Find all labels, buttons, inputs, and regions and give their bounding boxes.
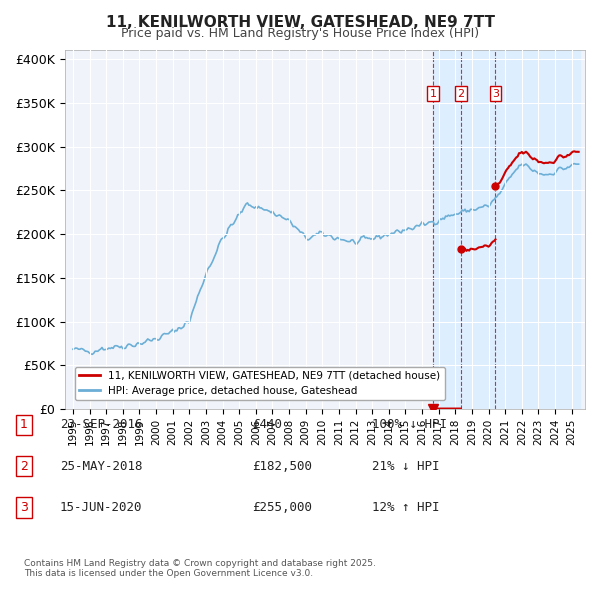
Text: 23-SEP-2016: 23-SEP-2016 [60, 418, 143, 431]
Text: 2: 2 [457, 88, 464, 99]
Text: 12% ↑ HPI: 12% ↑ HPI [372, 501, 439, 514]
Text: 100% ↓ HPI: 100% ↓ HPI [372, 418, 447, 431]
Text: 1: 1 [430, 88, 437, 99]
Text: 2: 2 [20, 460, 28, 473]
Text: 3: 3 [492, 88, 499, 99]
Text: £255,000: £255,000 [252, 501, 312, 514]
Text: 25-MAY-2018: 25-MAY-2018 [60, 460, 143, 473]
Bar [433, 50, 580, 409]
Legend: 11, KENILWORTH VIEW, GATESHEAD, NE9 7TT (detached house), HPI: Average price, de: 11, KENILWORTH VIEW, GATESHEAD, NE9 7TT … [75, 366, 445, 400]
Text: 1: 1 [20, 418, 28, 431]
Text: Price paid vs. HM Land Registry's House Price Index (HPI): Price paid vs. HM Land Registry's House … [121, 27, 479, 40]
Text: Contains HM Land Registry data © Crown copyright and database right 2025.
This d: Contains HM Land Registry data © Crown c… [24, 559, 376, 578]
Text: 21% ↓ HPI: 21% ↓ HPI [372, 460, 439, 473]
Text: £182,500: £182,500 [252, 460, 312, 473]
Text: 11, KENILWORTH VIEW, GATESHEAD, NE9 7TT: 11, KENILWORTH VIEW, GATESHEAD, NE9 7TT [106, 15, 494, 30]
Text: 3: 3 [20, 501, 28, 514]
Text: £440: £440 [252, 418, 282, 431]
Text: 15-JUN-2020: 15-JUN-2020 [60, 501, 143, 514]
